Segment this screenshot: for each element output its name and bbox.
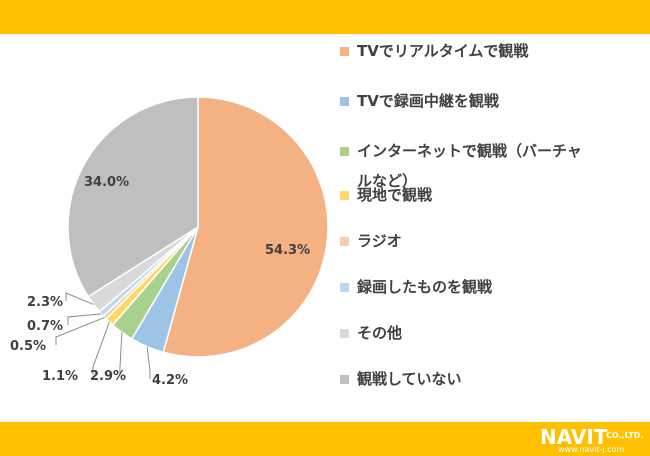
legend-swatch (340, 97, 349, 106)
pie-slice (162, 96, 329, 358)
leader-lines (55, 292, 151, 379)
legend-label: 現地で観戦 (357, 186, 433, 204)
data-label: 2.3% (27, 295, 63, 310)
legend-swatch (340, 329, 349, 338)
legend-label: インターネットで観戦（バーチャ ルなど） (357, 142, 582, 190)
legend-label: 録画したものを観戦 (357, 278, 493, 296)
data-label: 4.2% (152, 373, 188, 388)
logo-wordmark: NAVIT (540, 425, 608, 449)
legend-swatch (340, 147, 349, 156)
legend-swatch (340, 191, 349, 200)
legend-swatch (340, 375, 349, 384)
data-label: 2.9% (90, 369, 126, 384)
legend-label: ラジオ (357, 232, 402, 250)
legend-label: TVでリアルタイムで観戦 (357, 42, 529, 60)
pie-slices (67, 96, 329, 358)
top-banner (0, 0, 650, 34)
data-label: 34.0% (84, 175, 129, 190)
legend-swatch (340, 237, 349, 246)
pie-chart: 54.3% 4.2% 2.9% 1.1% 0.5% 0.7% 2.3% 34.0% (10, 96, 329, 388)
pie-slice (67, 96, 199, 298)
bottom-banner (0, 422, 650, 456)
leader-line (55, 317, 105, 345)
leader-line (65, 292, 94, 305)
company-logo: NAVIT CO.,LTD. www.navit-j.com (540, 425, 650, 455)
data-label: 1.1% (42, 369, 78, 384)
leader-line (67, 313, 102, 325)
leader-line (119, 332, 123, 375)
legend-label: その他 (357, 324, 403, 342)
logo-suffix: CO.,LTD. (606, 431, 644, 440)
legend-item-2: インターネットで観戦（バーチャ ルなど） (340, 136, 640, 226)
data-label: 54.3% (265, 243, 310, 258)
leader-line (146, 346, 151, 379)
legend-label: 観戦していない (357, 370, 462, 388)
data-label: 0.7% (27, 319, 63, 334)
legend-swatch (340, 47, 349, 56)
data-labels: 54.3% 4.2% 2.9% 1.1% 0.5% 0.7% 2.3% 34.0% (10, 175, 310, 388)
data-label: 0.5% (10, 339, 46, 354)
logo-url: www.navit-j.com (558, 445, 625, 454)
legend-label: TVで録画中継を観戦 (357, 92, 499, 110)
legend-swatch (340, 283, 349, 292)
leader-line (92, 321, 110, 375)
